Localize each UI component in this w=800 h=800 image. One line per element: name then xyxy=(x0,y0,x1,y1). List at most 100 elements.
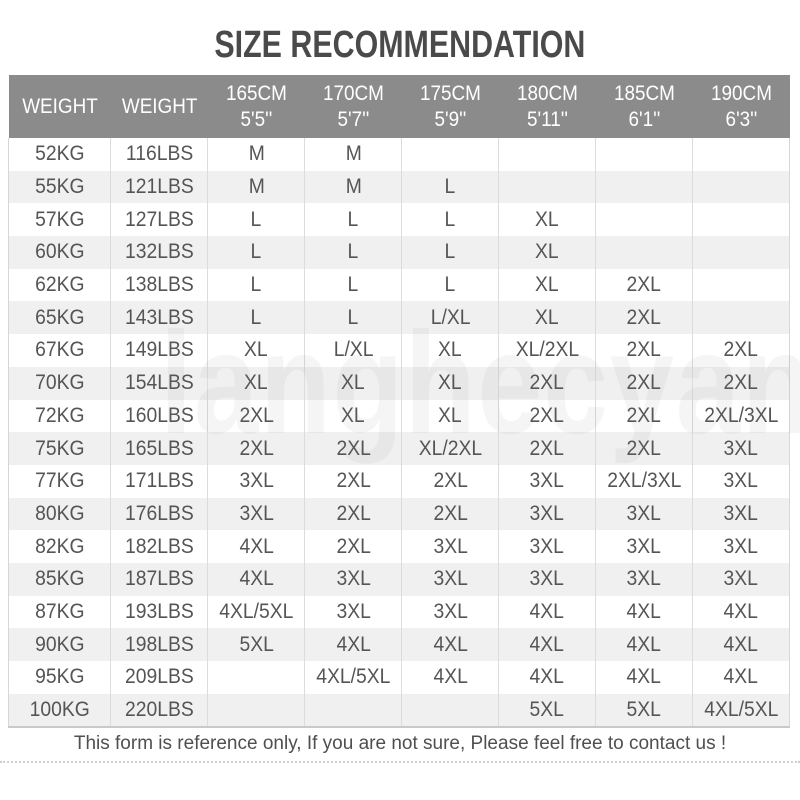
weight-lbs-cell: 127LBS xyxy=(110,203,208,237)
size-cell: XL xyxy=(401,366,499,400)
table-row: 62KG 138LBS L L L XL 2XL xyxy=(7,268,790,302)
column-header: 180CM 5'11'' xyxy=(498,75,596,138)
size-cell: M xyxy=(304,138,402,171)
size-cell: 3XL xyxy=(304,595,402,629)
weight-lbs-cell: 116LBS xyxy=(110,138,208,171)
weight-lbs-cell: 193LBS xyxy=(110,595,208,629)
weight-kg-cell: 80KG xyxy=(7,497,111,531)
column-header: 185CM 6'1'' xyxy=(595,75,693,138)
size-cell: 4XL xyxy=(692,595,790,629)
size-cell xyxy=(595,203,693,237)
size-cell: 4XL xyxy=(595,595,693,629)
size-cell: 3XL xyxy=(692,562,790,596)
size-cell: L xyxy=(207,301,305,335)
size-cell: 2XL xyxy=(207,432,305,465)
size-cell: L xyxy=(207,203,305,237)
size-cell: 2XL xyxy=(401,497,499,531)
size-cell xyxy=(692,268,790,302)
size-cell xyxy=(692,301,790,335)
size-cell: M xyxy=(207,138,305,171)
size-cell: 2XL xyxy=(595,268,693,302)
size-cell: 2XL xyxy=(498,366,596,400)
weight-kg-cell: 72KG xyxy=(7,399,111,433)
size-cell: 5XL xyxy=(498,693,596,729)
column-header: 190CM 6'3'' xyxy=(692,75,790,138)
weight-kg-cell: 100KG xyxy=(7,693,111,729)
size-cell: 5XL xyxy=(595,693,693,729)
size-cell: 3XL xyxy=(595,530,693,563)
weight-kg-cell: 52KG xyxy=(7,138,111,171)
column-header: 170CM 5'7'' xyxy=(304,75,402,138)
size-cell: L xyxy=(401,170,499,204)
size-cell xyxy=(692,138,790,171)
size-cell: 4XL xyxy=(207,562,305,596)
size-cell: XL/2XL xyxy=(401,432,499,465)
table-row: 85KG 187LBS 4XL 3XL 3XL 3XL 3XL 3XL xyxy=(7,562,790,596)
size-cell: L xyxy=(304,203,402,237)
size-cell: 3XL xyxy=(595,562,693,596)
size-cell: M xyxy=(304,170,402,204)
table-header: WEIGHT WEIGHT 165CM 5'5'' 170CM 5'7'' 175CM 5'9… xyxy=(8,75,790,138)
column-header: WEIGHT xyxy=(8,75,111,138)
weight-kg-cell: 62KG xyxy=(7,268,111,302)
page-title-text: SIZE RECOMMENDATION xyxy=(214,24,586,66)
footer-note: This form is reference only, If you are … xyxy=(73,733,727,754)
weight-kg-cell: 95KG xyxy=(7,661,111,694)
size-cell: 2XL xyxy=(595,334,693,367)
size-cell xyxy=(692,236,790,269)
size-cell: L xyxy=(401,203,499,237)
table-row: 75KG 165LBS 2XL 2XL XL/2XL 2XL 2XL 3XL xyxy=(7,432,790,465)
table-row: 100KG 220LBS 5XL 5XL 4XL/5XL xyxy=(7,693,790,729)
size-cell xyxy=(304,693,402,729)
size-cell: 2XL xyxy=(498,432,596,465)
size-cell: 4XL/5XL xyxy=(207,595,305,629)
size-cell: 4XL xyxy=(401,661,499,694)
weight-kg-cell: 60KG xyxy=(7,236,111,269)
size-cell: L xyxy=(207,268,305,302)
size-cell: 4XL xyxy=(498,661,596,694)
size-cell: 2XL/3XL xyxy=(692,399,790,433)
size-cell: M xyxy=(207,170,305,204)
table-row: 55KG 121LBS M M L xyxy=(7,170,790,204)
size-cell xyxy=(498,138,596,171)
weight-lbs-cell: 171LBS xyxy=(110,464,208,498)
size-cell xyxy=(595,236,693,269)
size-cell: XL xyxy=(401,399,499,433)
size-cell: XL xyxy=(207,366,305,400)
size-cell: 3XL xyxy=(498,497,596,531)
page-title: SIZE RECOMMENDATION xyxy=(0,24,800,67)
size-cell xyxy=(595,138,693,171)
size-cell: XL xyxy=(207,334,305,367)
weight-lbs-cell: 121LBS xyxy=(110,170,208,204)
size-cell: 4XL xyxy=(692,661,790,694)
size-cell: 4XL xyxy=(595,661,693,694)
size-cell: 3XL xyxy=(692,497,790,531)
size-cell: 2XL xyxy=(595,432,693,465)
size-cell: L/XL xyxy=(401,301,499,335)
size-cell: 3XL xyxy=(498,562,596,596)
weight-lbs-cell: 138LBS xyxy=(110,268,208,302)
table-row: 65KG 143LBS L L L/XL XL 2XL xyxy=(7,301,790,335)
weight-kg-cell: 55KG xyxy=(7,170,111,204)
size-cell: L xyxy=(304,236,402,269)
size-cell: XL xyxy=(498,203,596,237)
size-recommendation-table: WEIGHT WEIGHT 165CM 5'5'' 170CM 5'7'' 175CM 5'9… xyxy=(7,75,790,729)
table-row: 82KG 182LBS 4XL 2XL 3XL 3XL 3XL 3XL xyxy=(7,530,790,563)
size-cell: 5XL xyxy=(207,628,305,661)
size-cell: 2XL xyxy=(304,432,402,465)
size-cell xyxy=(692,203,790,237)
size-cell: 3XL xyxy=(692,530,790,563)
table-row: 70KG 154LBS XL XL XL 2XL 2XL 2XL xyxy=(7,366,790,400)
table-row: 60KG 132LBS L L L XL xyxy=(7,236,790,269)
weight-lbs-cell: 220LBS xyxy=(110,693,208,729)
size-cell: 4XL xyxy=(304,628,402,661)
size-cell: 4XL xyxy=(498,628,596,661)
size-cell: 3XL xyxy=(498,464,596,498)
weight-lbs-cell: 187LBS xyxy=(110,562,208,596)
size-cell: L xyxy=(401,236,499,269)
weight-lbs-cell: 182LBS xyxy=(110,530,208,563)
size-cell: 2XL xyxy=(304,530,402,563)
size-cell: 4XL xyxy=(498,595,596,629)
size-cell: 4XL/5XL xyxy=(692,693,790,729)
size-cell: 2XL xyxy=(692,366,790,400)
